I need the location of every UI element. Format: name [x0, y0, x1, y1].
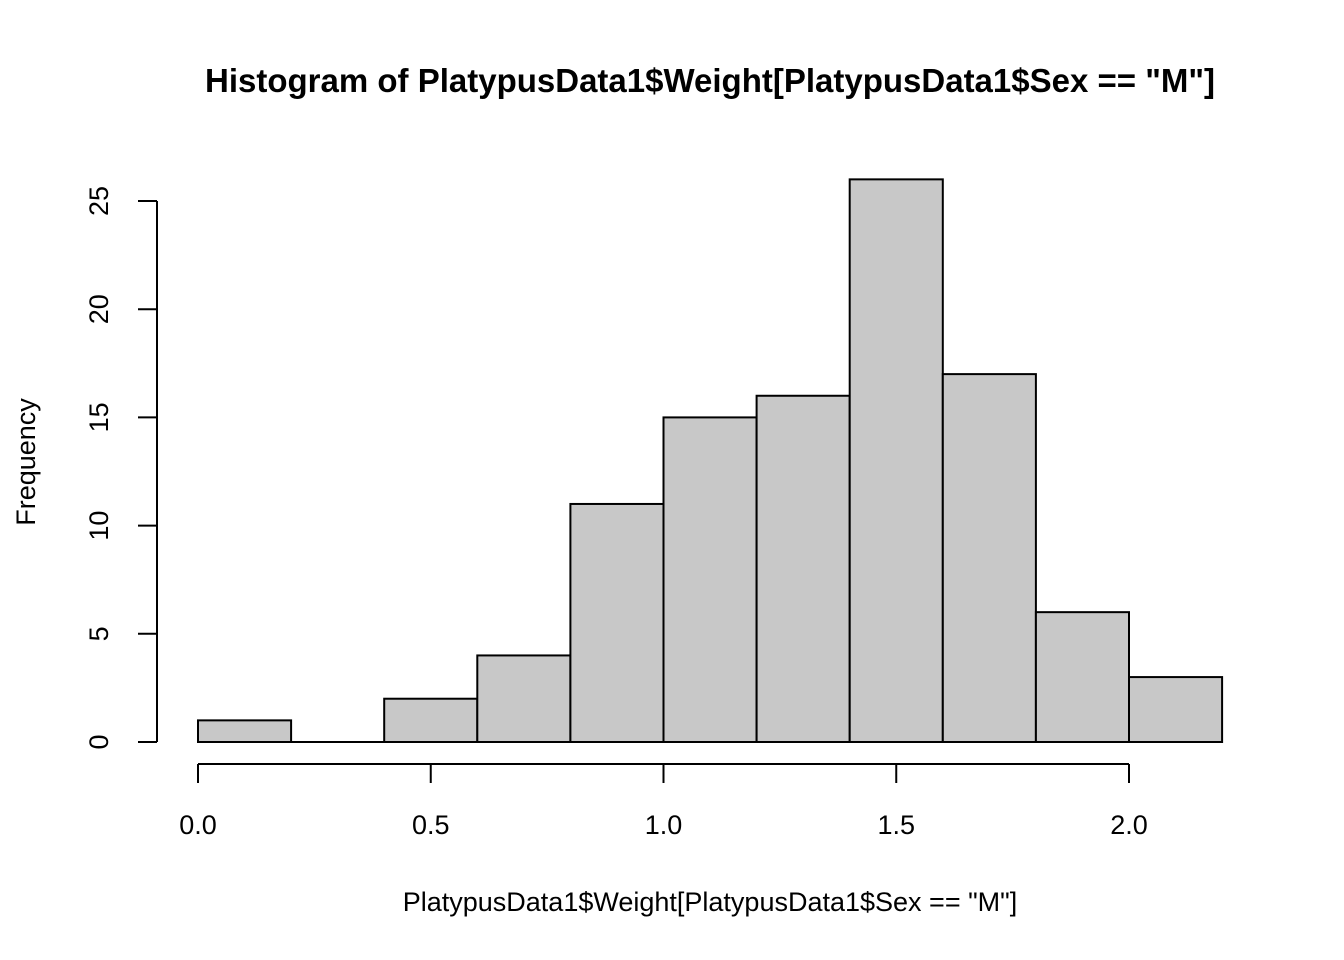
histogram-bar — [662, 416, 758, 743]
histogram-bar — [383, 697, 479, 743]
chart-title: Histogram of PlatypusData1$Weight[Platyp… — [205, 62, 1215, 99]
y-axis: 0 5 10 15 20 25 — [84, 186, 158, 750]
x-axis-label: PlatypusData1$Weight[PlatypusData1$Sex =… — [403, 887, 1018, 917]
y-axis-label: Frequency — [11, 398, 41, 526]
x-tick-label: 2.0 — [1110, 810, 1148, 840]
histogram-bars — [197, 178, 1224, 744]
histogram-bar — [1034, 611, 1131, 743]
x-tick-label: 0.0 — [179, 810, 217, 840]
y-tick-label: 0 — [84, 734, 114, 749]
histogram-bar — [941, 373, 1037, 743]
y-tick-label: 25 — [84, 186, 114, 216]
x-tick-label: 0.5 — [412, 810, 450, 840]
y-tick-label: 5 — [84, 626, 114, 641]
y-tick-label: 10 — [84, 511, 114, 541]
histogram-bar — [1128, 676, 1224, 744]
histogram-bar — [755, 394, 851, 743]
x-axis: 0.0 0.5 1.0 1.5 2.0 — [179, 763, 1148, 840]
histogram-bar — [476, 654, 572, 743]
x-tick-label: 1.0 — [645, 810, 683, 840]
y-tick-label: 20 — [84, 294, 114, 324]
y-tick-label: 15 — [84, 402, 114, 432]
histogram-bar — [848, 178, 944, 744]
histogram-bar — [197, 719, 293, 743]
x-tick-label: 1.5 — [877, 810, 915, 840]
histogram-bar — [569, 502, 665, 743]
